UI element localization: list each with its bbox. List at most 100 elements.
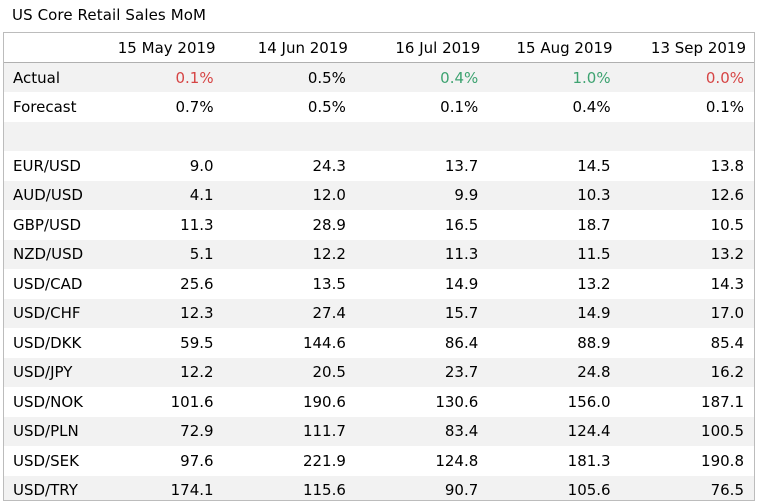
row-label: Actual [13, 68, 60, 87]
pair-value: 16.2 [710, 363, 744, 382]
actual-value: 0.1% [175, 68, 214, 87]
forecast-value: 0.5% [307, 97, 346, 116]
pair-value: 83.4 [444, 422, 479, 441]
column-header: 16 Jul 2019 [395, 38, 481, 57]
table-row: USD/SEK 97.6 221.9 124.8 181.3 190.8 [4, 446, 754, 476]
pair-value: 10.3 [577, 186, 611, 205]
actual-value: 0.4% [440, 68, 479, 87]
pair-value: 9.9 [454, 186, 479, 205]
pair-value: 17.0 [710, 304, 744, 323]
pair-value: 13.8 [710, 156, 744, 175]
pair-value: 4.1 [189, 186, 214, 205]
table-row: USD/CAD 25.6 13.5 14.9 13.2 14.3 [4, 269, 754, 299]
pair-value: 111.7 [302, 422, 346, 441]
table-row: NZD/USD 5.1 12.2 11.3 11.5 13.2 [4, 239, 754, 269]
actual-value: 1.0% [572, 68, 611, 87]
pair-value: 174.1 [170, 481, 214, 500]
header-corner [4, 33, 92, 63]
forecast-value: 0.4% [572, 97, 611, 116]
actual-value: 0.5% [307, 68, 346, 87]
forecast-value: 0.1% [705, 97, 744, 116]
table-row: USD/PLN 72.9 111.7 83.4 124.4 100.5 [4, 416, 754, 446]
pair-value: 124.4 [567, 422, 611, 441]
pair-label: AUD/USD [13, 186, 83, 205]
table-row: USD/DKK 59.5 144.6 86.4 88.9 85.4 [4, 328, 754, 358]
pair-label: USD/NOK [13, 392, 83, 411]
pair-value: 100.5 [701, 422, 744, 441]
pair-value: 72.9 [180, 422, 214, 441]
pair-value: 90.7 [444, 481, 479, 500]
table-title: US Core Retail Sales MoM [12, 6, 207, 24]
pair-value: 144.6 [302, 333, 346, 352]
spacer-row [4, 121, 754, 152]
pair-label: USD/TRY [13, 481, 78, 500]
column-header: 13 Sep 2019 [650, 38, 746, 57]
pair-value: 16.5 [444, 215, 479, 234]
pair-label: USD/DKK [13, 333, 82, 352]
pair-value: 18.7 [577, 215, 611, 234]
spacer-cell [4, 122, 754, 152]
pair-value: 12.6 [710, 186, 744, 205]
pair-value: 59.5 [180, 333, 214, 352]
pair-value: 14.9 [444, 274, 479, 293]
table-row: AUD/USD 4.1 12.0 9.9 10.3 12.6 [4, 180, 754, 210]
pair-value: 115.6 [302, 481, 346, 500]
pair-value: 25.6 [180, 274, 214, 293]
pair-value: 190.6 [302, 392, 346, 411]
data-table-frame: 15 May 2019 14 Jun 2019 16 Jul 2019 15 A… [3, 32, 755, 501]
pair-value: 130.6 [435, 392, 479, 411]
pair-label: GBP/USD [13, 215, 82, 234]
column-header: 15 May 2019 [117, 38, 216, 57]
pair-value: 13.7 [444, 156, 479, 175]
pair-value: 86.4 [444, 333, 479, 352]
pair-value: 221.9 [302, 451, 346, 470]
pair-value: 105.6 [567, 481, 611, 500]
pair-value: 13.2 [577, 274, 611, 293]
pair-value: 27.4 [312, 304, 346, 323]
column-header: 15 Aug 2019 [516, 38, 613, 57]
pair-label: USD/CHF [13, 304, 81, 323]
pair-value: 11.3 [444, 245, 479, 264]
pair-value: 12.0 [312, 186, 346, 205]
actual-row: Actual 0.1% 0.5% 0.4% 1.0% 0.0% [4, 62, 754, 92]
pair-value: 12.2 [312, 245, 346, 264]
pair-label: USD/SEK [13, 451, 79, 470]
pair-value: 13.5 [312, 274, 346, 293]
pair-label: USD/CAD [13, 274, 83, 293]
pair-value: 24.3 [312, 156, 346, 175]
pair-value: 11.3 [180, 215, 214, 234]
pair-value: 10.5 [710, 215, 744, 234]
pair-label: NZD/USD [13, 245, 84, 264]
pair-value: 13.2 [710, 245, 744, 264]
column-header: 14 Jun 2019 [257, 38, 348, 57]
pair-value: 14.9 [577, 304, 611, 323]
table-row: USD/JPY 12.2 20.5 23.7 24.8 16.2 [4, 357, 754, 387]
row-label: Forecast [13, 97, 77, 116]
pair-value: 187.1 [701, 392, 744, 411]
table-row: USD/TRY 174.1 115.6 90.7 105.6 76.5 [4, 475, 754, 500]
header-row: 15 May 2019 14 Jun 2019 16 Jul 2019 15 A… [4, 33, 754, 63]
forecast-row: Forecast 0.7% 0.5% 0.1% 0.4% 0.1% [4, 92, 754, 122]
pair-value: 15.7 [444, 304, 479, 323]
pair-value: 5.1 [189, 245, 214, 264]
pair-value: 28.9 [312, 215, 346, 234]
forecast-value: 0.7% [175, 97, 214, 116]
pair-value: 190.8 [701, 451, 744, 470]
forecast-value: 0.1% [440, 97, 479, 116]
pair-value: 24.8 [577, 363, 611, 382]
pair-value: 156.0 [567, 392, 611, 411]
pair-value: 20.5 [312, 363, 346, 382]
pair-label: USD/JPY [13, 363, 73, 382]
retail-sales-table: 15 May 2019 14 Jun 2019 16 Jul 2019 15 A… [4, 33, 754, 500]
pair-value: 88.9 [577, 333, 611, 352]
table-row: GBP/USD 11.3 28.9 16.5 18.7 10.5 [4, 210, 754, 240]
pair-value: 85.4 [710, 333, 744, 352]
pair-value: 97.6 [180, 451, 214, 470]
pair-value: 12.2 [180, 363, 214, 382]
pair-value: 14.3 [710, 274, 744, 293]
pair-value: 14.5 [577, 156, 611, 175]
table-row: USD/CHF 12.3 27.4 15.7 14.9 17.0 [4, 298, 754, 328]
pair-value: 11.5 [577, 245, 611, 264]
pair-value: 181.3 [567, 451, 611, 470]
table-row: USD/NOK 101.6 190.6 130.6 156.0 187.1 [4, 387, 754, 417]
